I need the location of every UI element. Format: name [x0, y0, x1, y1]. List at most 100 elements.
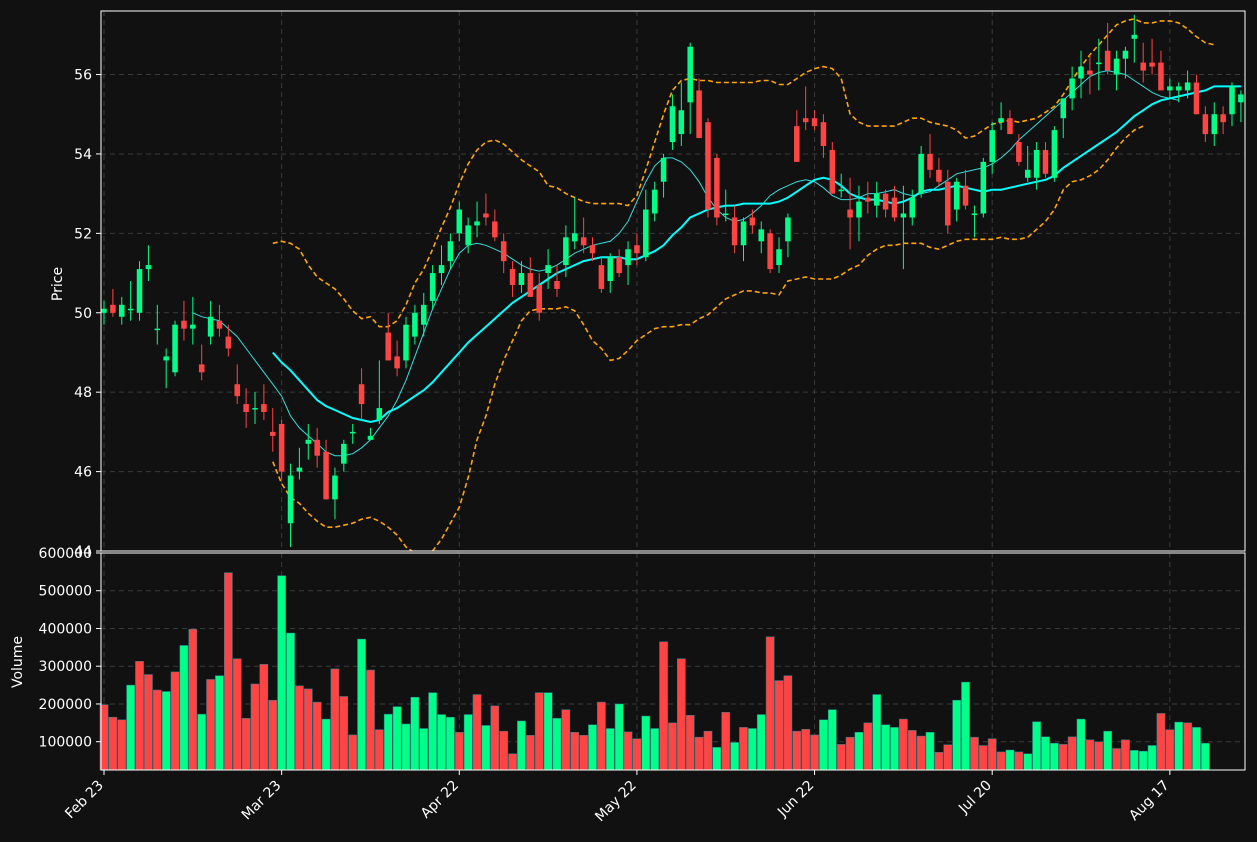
candle-body	[1211, 114, 1218, 135]
candle	[722, 189, 729, 222]
candle	[190, 296, 196, 345]
candle-body	[136, 269, 143, 313]
candle	[687, 42, 693, 135]
volume-bar	[774, 680, 784, 771]
volume-bar	[1005, 749, 1015, 771]
volume-bar	[987, 738, 997, 771]
volume-bar	[428, 692, 437, 771]
volume-bar	[1138, 750, 1148, 771]
candle-body	[625, 249, 631, 266]
candle	[181, 300, 187, 341]
candle-body	[1042, 149, 1049, 174]
candle-body	[270, 431, 276, 436]
candle-body	[474, 221, 480, 226]
candle-body	[154, 328, 161, 331]
candle-body	[936, 169, 942, 182]
volume-bar	[836, 744, 846, 771]
volume-bar	[1094, 741, 1104, 771]
candle	[101, 300, 107, 325]
volume-bar	[481, 725, 491, 771]
candle	[1078, 50, 1084, 99]
volume-bar	[872, 694, 882, 771]
candle	[536, 273, 542, 321]
volume-bar	[188, 628, 198, 771]
candle	[891, 185, 898, 222]
candle	[945, 169, 951, 234]
candle	[1096, 38, 1102, 91]
candle	[1202, 106, 1209, 143]
candle	[438, 245, 445, 285]
candle	[412, 304, 418, 345]
volume-bar	[454, 732, 464, 771]
candle-body	[181, 320, 187, 329]
candle-body	[1229, 86, 1235, 115]
volume-bar	[1192, 727, 1201, 771]
candle-body	[207, 316, 214, 337]
candle-body	[945, 181, 951, 226]
price-panel: 44 46 48 50 52 54 56 Price	[50, 10, 1246, 560]
candle-body	[634, 245, 640, 254]
candle-body	[1193, 82, 1200, 115]
volume-bar	[943, 744, 953, 771]
candle-body	[296, 467, 303, 472]
volume-bar	[161, 691, 171, 771]
price-grid	[101, 11, 1245, 552]
volume-bar	[348, 734, 358, 771]
moving-averages	[192, 70, 1241, 457]
candle-body	[341, 443, 347, 464]
candle-body	[1202, 114, 1209, 135]
candle	[962, 169, 969, 210]
candle-body	[305, 439, 312, 444]
candle	[776, 237, 782, 274]
candle-body	[456, 209, 463, 234]
candle-body	[953, 181, 960, 210]
candle-body	[545, 265, 551, 274]
volume-bar	[890, 727, 899, 771]
volume-bar	[144, 674, 153, 771]
price-y-ticks: 44 46 48 50 52 54 56	[74, 68, 101, 560]
candle	[527, 257, 534, 297]
candle-body	[847, 209, 853, 218]
candle	[1167, 78, 1173, 99]
volume-bar	[597, 701, 606, 771]
candle	[545, 249, 551, 289]
candle-body	[172, 324, 178, 373]
candle	[571, 197, 578, 250]
candle	[1122, 46, 1129, 79]
candle	[332, 467, 338, 520]
volume-bar	[1201, 742, 1210, 771]
candle	[936, 157, 942, 186]
candle-body	[1096, 62, 1102, 65]
candle	[1175, 82, 1182, 103]
candle-body	[1175, 86, 1182, 91]
candle	[198, 344, 205, 381]
candle	[270, 408, 276, 452]
candle-body	[429, 273, 436, 301]
candle	[145, 245, 152, 281]
volume-bar	[206, 679, 215, 771]
volume-bar	[659, 641, 668, 771]
volume-bar	[1014, 751, 1024, 771]
volume-bar	[650, 728, 660, 771]
candle-body	[1158, 62, 1164, 91]
candle-body	[580, 237, 587, 246]
candle	[403, 316, 409, 369]
candle-body	[1184, 82, 1191, 91]
candle-body	[802, 118, 809, 123]
volume-bar	[366, 669, 375, 771]
candle-body	[500, 241, 507, 262]
candle	[341, 439, 347, 472]
candle	[1016, 134, 1022, 166]
candle	[705, 118, 711, 218]
candle-body	[110, 304, 116, 313]
candle-body	[403, 324, 409, 361]
volume-bar	[534, 692, 544, 771]
volume-bar	[588, 724, 597, 771]
volume-bar	[881, 724, 890, 771]
volume-bar	[446, 716, 455, 771]
candle	[172, 320, 178, 377]
volume-tick-label: 500000	[39, 584, 92, 600]
candle	[802, 86, 809, 131]
candle-body	[465, 225, 471, 246]
